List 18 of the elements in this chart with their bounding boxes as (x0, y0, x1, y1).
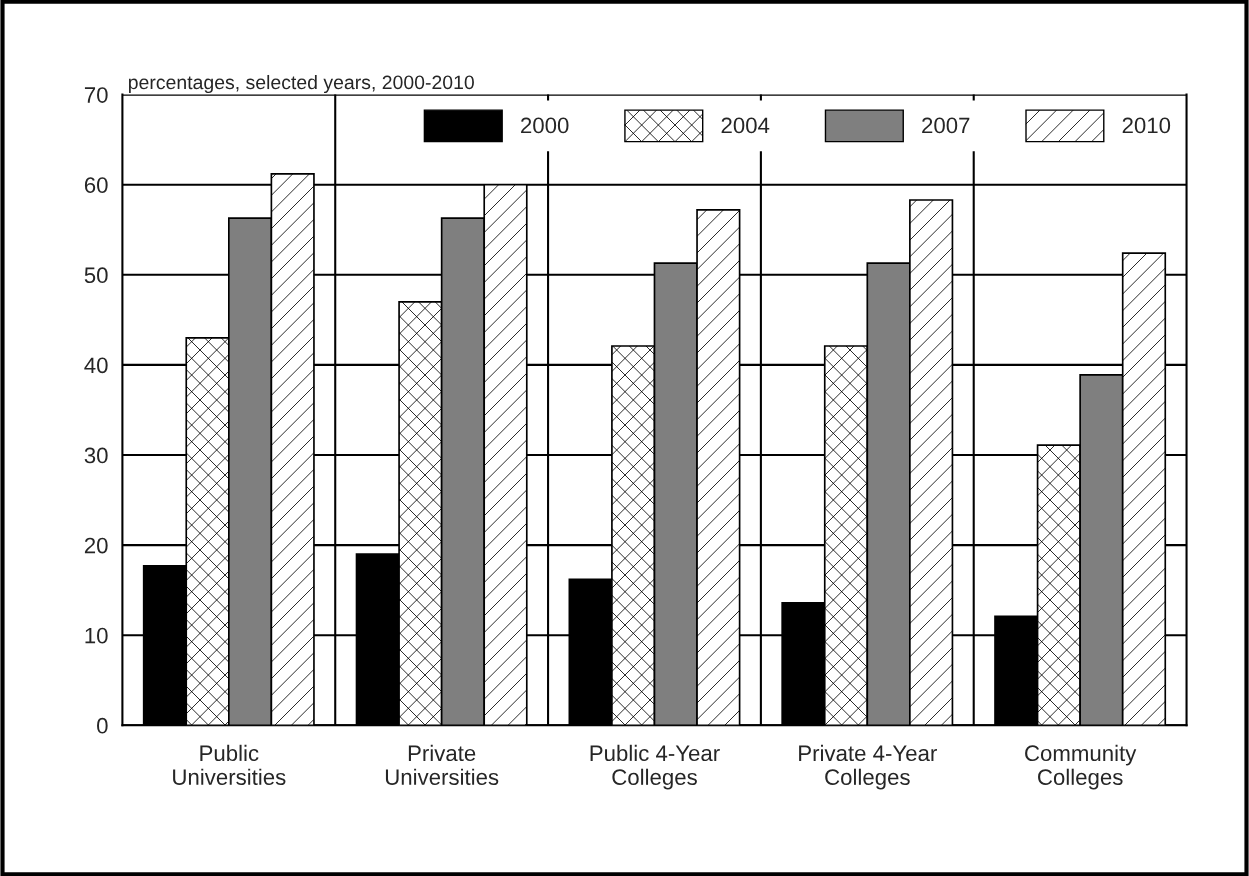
y-tick-label: 30 (84, 447, 108, 464)
y-tick-label: 60 (84, 177, 108, 193)
y-tick-label: 40 (84, 357, 108, 374)
x-tick-label: Public 4-Year Colleges (590, 744, 720, 790)
y-tick-label: 70 (84, 87, 108, 103)
legend-label: 2010 (1122, 117, 1171, 134)
legend-label: 2000 (521, 117, 569, 134)
y-tick-label: 20 (84, 537, 108, 554)
y-tick-label: 50 (84, 267, 108, 284)
legend-label: 2007 (922, 117, 970, 134)
y-tick-label: 0 (97, 717, 108, 734)
chart-title: percentages, selected years, 2000-2010 (128, 74, 474, 94)
y-tick-label: 10 (85, 627, 108, 644)
x-tick-label: Public Universities (173, 744, 286, 786)
x-tick-label: Community Colleges (1025, 744, 1137, 790)
x-tick-label: Private Universities (385, 744, 499, 786)
legend-label: 2004 (721, 117, 770, 134)
x-tick-label: Private 4-Year Colleges (799, 744, 937, 790)
